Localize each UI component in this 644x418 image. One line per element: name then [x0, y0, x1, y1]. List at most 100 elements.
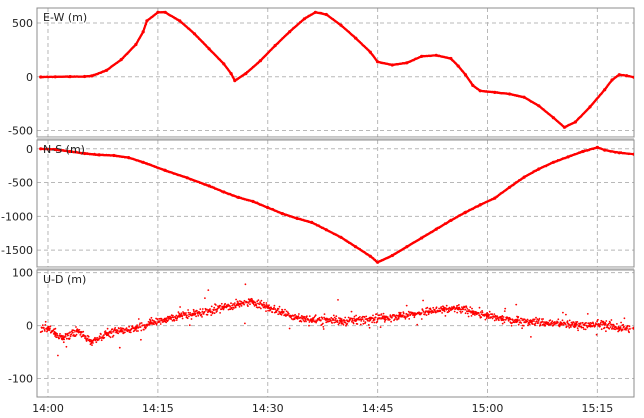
data-point: [78, 329, 81, 331]
data-point: [260, 299, 263, 302]
data-point: [551, 320, 554, 323]
data-point: [582, 326, 585, 329]
data-point: [534, 324, 536, 327]
data-point: [354, 318, 358, 322]
data-point: [531, 323, 534, 325]
data-point: [216, 307, 219, 310]
data-point: [389, 314, 392, 317]
data-point: [390, 253, 394, 258]
data-point: [319, 319, 322, 322]
data-point: [483, 315, 486, 317]
data-point: [118, 327, 120, 330]
data-point: [617, 151, 621, 155]
data-point: [382, 312, 385, 315]
data-point: [68, 149, 72, 154]
data-point: [500, 317, 504, 321]
data-point: [402, 314, 404, 317]
data-point: [491, 317, 494, 320]
data-point: [517, 323, 520, 326]
data-point: [280, 310, 284, 314]
data-point: [46, 330, 48, 333]
data-point: [576, 321, 579, 323]
data-point: [620, 321, 622, 324]
data-point: [383, 315, 387, 319]
data-point: [621, 328, 624, 331]
data-point: [405, 245, 409, 249]
data-point: [480, 316, 483, 319]
data-point: [463, 73, 468, 77]
data-point: [462, 308, 464, 311]
data-point: [56, 334, 59, 337]
data-point: [233, 302, 236, 304]
data-point: [493, 319, 496, 322]
data-point: [605, 330, 607, 333]
data-point: [163, 10, 167, 14]
data-point: [199, 308, 202, 310]
data-point: [471, 307, 473, 310]
data-point: [422, 299, 424, 302]
data-point: [68, 75, 72, 79]
data-point: [543, 321, 545, 323]
data-point: [427, 313, 430, 316]
data-point: [325, 321, 328, 324]
data-point: [57, 354, 59, 357]
data-point: [549, 323, 552, 326]
data-point: [617, 326, 621, 330]
data-point: [603, 326, 606, 329]
data-point: [44, 324, 47, 326]
data-point: [504, 319, 507, 321]
data-point: [481, 310, 483, 312]
data-point: [61, 337, 65, 341]
data-point: [367, 324, 370, 326]
data-point: [420, 236, 424, 240]
data-point: [632, 75, 634, 79]
panel-label: E-W (m): [43, 11, 87, 24]
data-point: [628, 325, 631, 328]
data-point: [100, 333, 102, 335]
data-point: [522, 175, 526, 179]
data-point: [273, 306, 275, 309]
data-point: [39, 75, 43, 79]
data-point: [354, 36, 358, 40]
data-point: [54, 327, 57, 330]
data-point: [502, 316, 505, 318]
y-tick-label: 0: [26, 71, 33, 84]
data-point: [615, 326, 617, 328]
data-point: [351, 319, 354, 322]
data-point: [259, 302, 262, 304]
data-point: [609, 321, 611, 324]
data-point: [568, 326, 571, 329]
data-point: [264, 305, 267, 307]
data-point: [105, 331, 109, 336]
data-point: [467, 315, 470, 318]
data-point: [470, 81, 473, 84]
data-point: [159, 321, 161, 323]
data-point: [288, 327, 291, 330]
data-point: [150, 316, 153, 319]
data-point: [562, 125, 567, 129]
data-point: [478, 203, 482, 207]
data-point: [625, 328, 627, 331]
data-point: [360, 320, 363, 322]
data-point: [496, 315, 499, 318]
data-point: [213, 306, 216, 309]
data-point: [260, 307, 262, 310]
data-point: [501, 315, 504, 317]
data-point: [464, 308, 467, 311]
data-point: [435, 306, 438, 309]
panel-separator: [37, 267, 634, 270]
y-tick-label: 100: [12, 267, 33, 280]
data-point: [553, 323, 555, 326]
data-point: [522, 324, 525, 327]
data-point: [466, 310, 468, 313]
data-point: [271, 311, 274, 314]
data-point: [501, 322, 504, 325]
data-point: [240, 305, 243, 307]
data-point: [305, 320, 307, 323]
data-point: [304, 317, 307, 320]
data-point: [554, 321, 556, 323]
data-point: [469, 310, 472, 313]
data-point: [339, 23, 343, 27]
data-point: [438, 307, 440, 310]
data-point: [247, 305, 249, 307]
